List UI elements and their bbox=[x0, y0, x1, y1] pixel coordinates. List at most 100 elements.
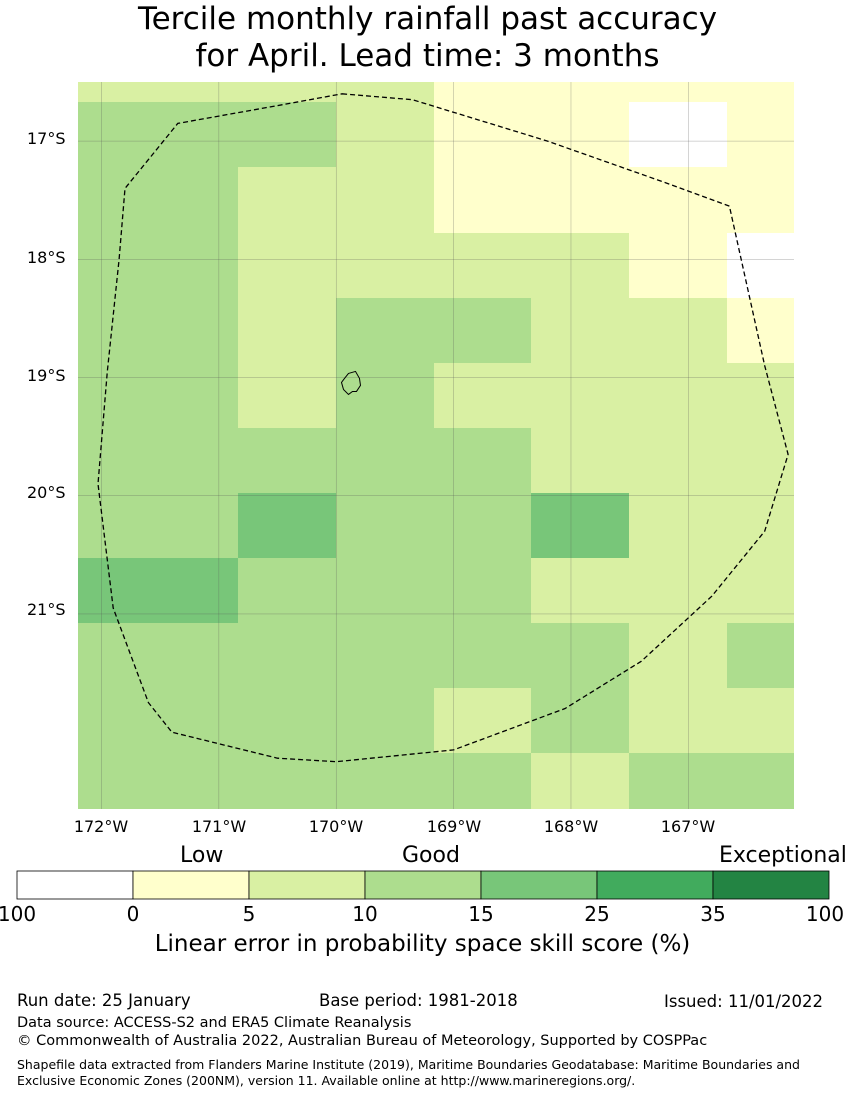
skill-cell bbox=[336, 102, 434, 167]
skill-cell bbox=[629, 493, 727, 558]
colorbar-tick: 100 bbox=[805, 902, 845, 926]
skill-cell bbox=[238, 753, 336, 809]
run-date: Run date: 25 January bbox=[17, 991, 191, 1010]
lat-label-21s: 21°S bbox=[27, 600, 66, 619]
lon-label-172w: 172°W bbox=[73, 817, 129, 836]
skill-cell bbox=[336, 753, 434, 809]
skill-cell bbox=[336, 623, 434, 688]
skill-cell bbox=[629, 688, 727, 753]
skill-cell bbox=[434, 167, 531, 233]
skill-cell bbox=[238, 102, 336, 167]
skill-cell bbox=[336, 363, 434, 428]
island-outline bbox=[340, 370, 362, 396]
skill-cell bbox=[238, 688, 336, 753]
skill-cell bbox=[727, 493, 794, 558]
skill-cell bbox=[238, 558, 336, 623]
skill-cell bbox=[238, 493, 336, 558]
skill-cell bbox=[727, 167, 794, 233]
skill-cell bbox=[531, 82, 629, 102]
skill-cell bbox=[336, 558, 434, 623]
skill-cell bbox=[531, 428, 629, 493]
skill-cell bbox=[78, 688, 238, 753]
colorbar-segment bbox=[596, 870, 714, 900]
colorbar-tick: 25 bbox=[584, 902, 610, 926]
skill-cell bbox=[336, 82, 434, 102]
skill-cell bbox=[531, 688, 629, 753]
skill-cell bbox=[78, 167, 238, 233]
colorbar-segment bbox=[132, 870, 250, 900]
skill-cell bbox=[531, 493, 629, 558]
skill-cell bbox=[434, 428, 531, 493]
shapefile-credit: Shapefile data extracted from Flanders M… bbox=[17, 1057, 800, 1088]
skill-cell bbox=[434, 558, 531, 623]
skill-cell bbox=[238, 298, 336, 363]
base-period: Base period: 1981-2018 bbox=[319, 991, 518, 1010]
skill-cell bbox=[531, 298, 629, 363]
skill-cell bbox=[78, 623, 238, 688]
lon-label-169w: 169°W bbox=[426, 817, 482, 836]
skill-cell bbox=[727, 82, 794, 102]
skill-cell bbox=[78, 428, 238, 493]
skill-cell bbox=[336, 233, 434, 298]
skill-cell bbox=[629, 102, 727, 167]
colorbar-segment bbox=[248, 870, 366, 900]
colorbar-tick: 15 bbox=[468, 902, 494, 926]
skill-cell bbox=[531, 623, 629, 688]
skill-cell bbox=[78, 82, 238, 102]
skill-cell bbox=[434, 493, 531, 558]
colorbar-segment bbox=[16, 870, 134, 900]
lon-label-171w: 171°W bbox=[191, 817, 247, 836]
skill-cell bbox=[727, 558, 794, 623]
lat-label-20s: 20°S bbox=[27, 483, 66, 502]
skill-cell bbox=[629, 298, 727, 363]
category-good: Good bbox=[402, 843, 460, 868]
graticule bbox=[78, 82, 794, 809]
skill-cell bbox=[629, 623, 727, 688]
skill-cell bbox=[629, 428, 727, 493]
skill-cell bbox=[336, 298, 434, 363]
colorbar-tick: 10 bbox=[352, 902, 378, 926]
issued-date: Issued: 11/01/2022 bbox=[664, 992, 824, 1011]
lat-label-19s: 19°S bbox=[27, 366, 66, 385]
skill-cell bbox=[238, 233, 336, 298]
skill-cell bbox=[78, 753, 238, 809]
colorbar-tick: 0 bbox=[126, 902, 140, 926]
skill-cell bbox=[78, 233, 238, 298]
skill-cell bbox=[629, 167, 727, 233]
lon-label-170w: 170°W bbox=[308, 817, 364, 836]
skill-cell bbox=[238, 623, 336, 688]
skill-cell bbox=[78, 493, 238, 558]
skill-cell bbox=[531, 102, 629, 167]
map-title-line-2: for April. Lead time: 3 months bbox=[195, 38, 660, 74]
map-title-line-1: Tercile monthly rainfall past accuracy bbox=[137, 1, 718, 37]
lon-label-167w: 167°W bbox=[660, 817, 716, 836]
skill-cell bbox=[727, 753, 794, 809]
skill-cell bbox=[531, 167, 629, 233]
colorbar bbox=[16, 870, 830, 900]
skill-cell bbox=[629, 233, 727, 298]
skill-cell bbox=[531, 558, 629, 623]
skill-cell bbox=[629, 753, 727, 809]
colorbar-segment bbox=[712, 870, 830, 900]
data-source: Data source: ACCESS-S2 and ERA5 Climate … bbox=[17, 1015, 412, 1031]
skill-cell bbox=[727, 298, 794, 363]
skill-cell bbox=[78, 558, 238, 623]
skill-cell bbox=[434, 623, 531, 688]
skill-cell bbox=[727, 102, 794, 167]
colorbar-segment bbox=[364, 870, 482, 900]
skill-cell bbox=[238, 363, 336, 428]
skill-cell bbox=[629, 82, 727, 102]
colorbar-tick: 100 bbox=[0, 902, 37, 926]
copyright: © Commonwealth of Australia 2022, Austra… bbox=[17, 1033, 708, 1049]
skill-cell bbox=[336, 167, 434, 233]
skill-cell bbox=[434, 688, 531, 753]
colorbar-segment bbox=[480, 870, 598, 900]
skill-cell bbox=[629, 363, 727, 428]
skill-cell bbox=[727, 688, 794, 753]
lat-label-18s: 18°S bbox=[27, 248, 66, 267]
colorbar-title: Linear error in probability space skill … bbox=[154, 931, 691, 957]
skill-cell bbox=[78, 363, 238, 428]
skill-cell bbox=[78, 102, 238, 167]
skill-cell bbox=[336, 428, 434, 493]
skill-cell bbox=[238, 428, 336, 493]
